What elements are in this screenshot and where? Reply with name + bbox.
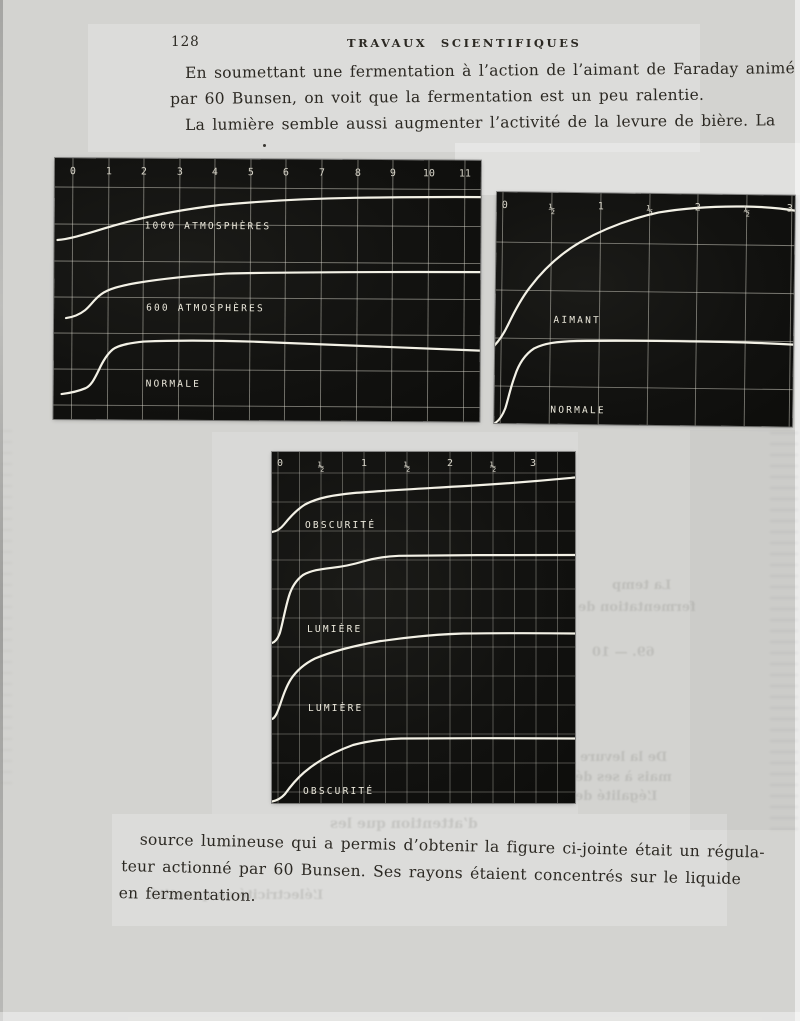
axis-tick: ½	[743, 205, 751, 219]
axis-tick: ½	[489, 460, 497, 473]
axis-tick: 6	[282, 167, 289, 179]
curve-lumiere-2	[272, 632, 575, 721]
bleedthrough-strip	[770, 432, 798, 830]
bottom-paragraph: source lumineuse qui a permis d’obtenir …	[116, 830, 764, 923]
paragraph-line: teur actionné par 60 Bunsen. Ses rayons …	[121, 857, 742, 889]
pressure-plot	[53, 158, 481, 422]
bleedthrough-text: La temp	[612, 578, 672, 593]
curve-label: 600 ATMOSPHÈRES	[146, 302, 265, 315]
bleedthrough-text: De la levure	[580, 750, 668, 765]
axis-tick: 5	[247, 167, 254, 179]
paragraph-line: source lumineuse qui a permis d’obtenir …	[139, 830, 765, 862]
axis-tick: 1	[105, 166, 112, 178]
bleedthrough-text: 69. — 10	[592, 645, 655, 660]
curve-obscurite-2	[272, 737, 575, 803]
curve-label: LUMIÈRE	[307, 624, 363, 635]
aimant-grid	[494, 192, 795, 427]
curve-label: 1000 ATMOSPHÈRES	[144, 220, 272, 233]
axis-tick: 2	[694, 202, 701, 214]
axis-tick: 10	[422, 168, 435, 180]
curve-label: AIMANT	[553, 314, 602, 327]
curve-normale-aimant	[494, 339, 795, 426]
axis-tick: 2	[140, 166, 147, 178]
axis-tick: 1	[597, 201, 604, 213]
axis-tick: 7	[318, 167, 325, 179]
curve-lumiere-1	[272, 553, 575, 645]
curve-label: OBSCURITÉ	[305, 520, 377, 531]
curve-label: NORMALE	[145, 378, 202, 390]
axis-tick: 3	[786, 203, 793, 215]
lumiere-grid	[272, 452, 575, 803]
scan-left-edge	[0, 0, 3, 1021]
axis-tick: 8	[354, 167, 361, 179]
bleedthrough-text: fermentation de	[578, 600, 696, 615]
figure-pressure-plate: 0 1 2 3 4 5 6 7 8 9 10 11 1000 ATMOSPHÈR…	[53, 158, 481, 422]
axis-tick: 0	[501, 200, 508, 212]
paragraph-line: La lumière semble aussi augmenter l’acti…	[185, 111, 776, 134]
axis-tick: 0	[69, 166, 76, 178]
axis-tick: 3	[176, 166, 183, 178]
bleedthrough-text: mais à ses dé	[575, 770, 672, 785]
paragraph-line: par 60 Bunsen, on voit que la fermentati…	[170, 85, 705, 108]
bleedthrough-text: d’attention que les	[330, 816, 478, 832]
figure-lumiere-plate: 0 ½ 1 ½ 2 ½ 3 OBSCURITÉ LUMIÈRE LUMIÈRE …	[272, 452, 575, 803]
bleedthrough-text: L’égalité de	[575, 789, 658, 804]
running-title: TRAVAUX SCIENTIFIQUES	[347, 36, 582, 50]
axis-tick: 4	[211, 166, 218, 178]
axis-tick: ½	[646, 203, 654, 217]
axis-tick: ½	[548, 202, 556, 216]
scan-bottom-edge	[0, 1012, 800, 1021]
curve-label: NORMALE	[550, 404, 606, 417]
curve-aimant	[494, 205, 795, 349]
axis-tick: 1	[360, 458, 368, 469]
lumiere-plot	[272, 452, 575, 803]
curve-600-atmospheres	[64, 270, 481, 320]
bleedthrough-strip	[2, 430, 12, 790]
axis-tick: 9	[389, 168, 396, 180]
curve-label: LUMIÈRE	[308, 703, 364, 714]
axis-tick: 0	[276, 458, 284, 469]
axis-tick: 11	[458, 168, 471, 180]
paper-tone-patch	[455, 143, 800, 195]
scan-right-edge	[795, 0, 800, 1021]
pressure-grid	[53, 158, 481, 422]
paragraph-line: En soumettant une fermentation à l’actio…	[185, 59, 796, 82]
paragraph-line: en fermentation.	[118, 884, 256, 905]
curve-1000-atmospheres	[56, 195, 481, 242]
aimant-plot	[494, 192, 795, 427]
axis-tick: 3	[529, 458, 537, 469]
page-header: 128 TRAVAUX SCIENTIFIQUES	[0, 34, 800, 54]
axis-tick: ½	[317, 460, 325, 473]
axis-tick: ½	[403, 460, 411, 473]
ink-speck	[263, 144, 266, 147]
curve-label: OBSCURITÉ	[303, 786, 375, 797]
figure-aimant-plate: 0 ½ 1 ½ 2 ½ 3 AIMANT NORMALE	[494, 192, 795, 427]
curve-normale-pressure	[60, 339, 481, 396]
page-number: 128	[171, 34, 200, 50]
axis-tick: 2	[446, 458, 454, 469]
curve-obscurite-1	[272, 476, 575, 534]
